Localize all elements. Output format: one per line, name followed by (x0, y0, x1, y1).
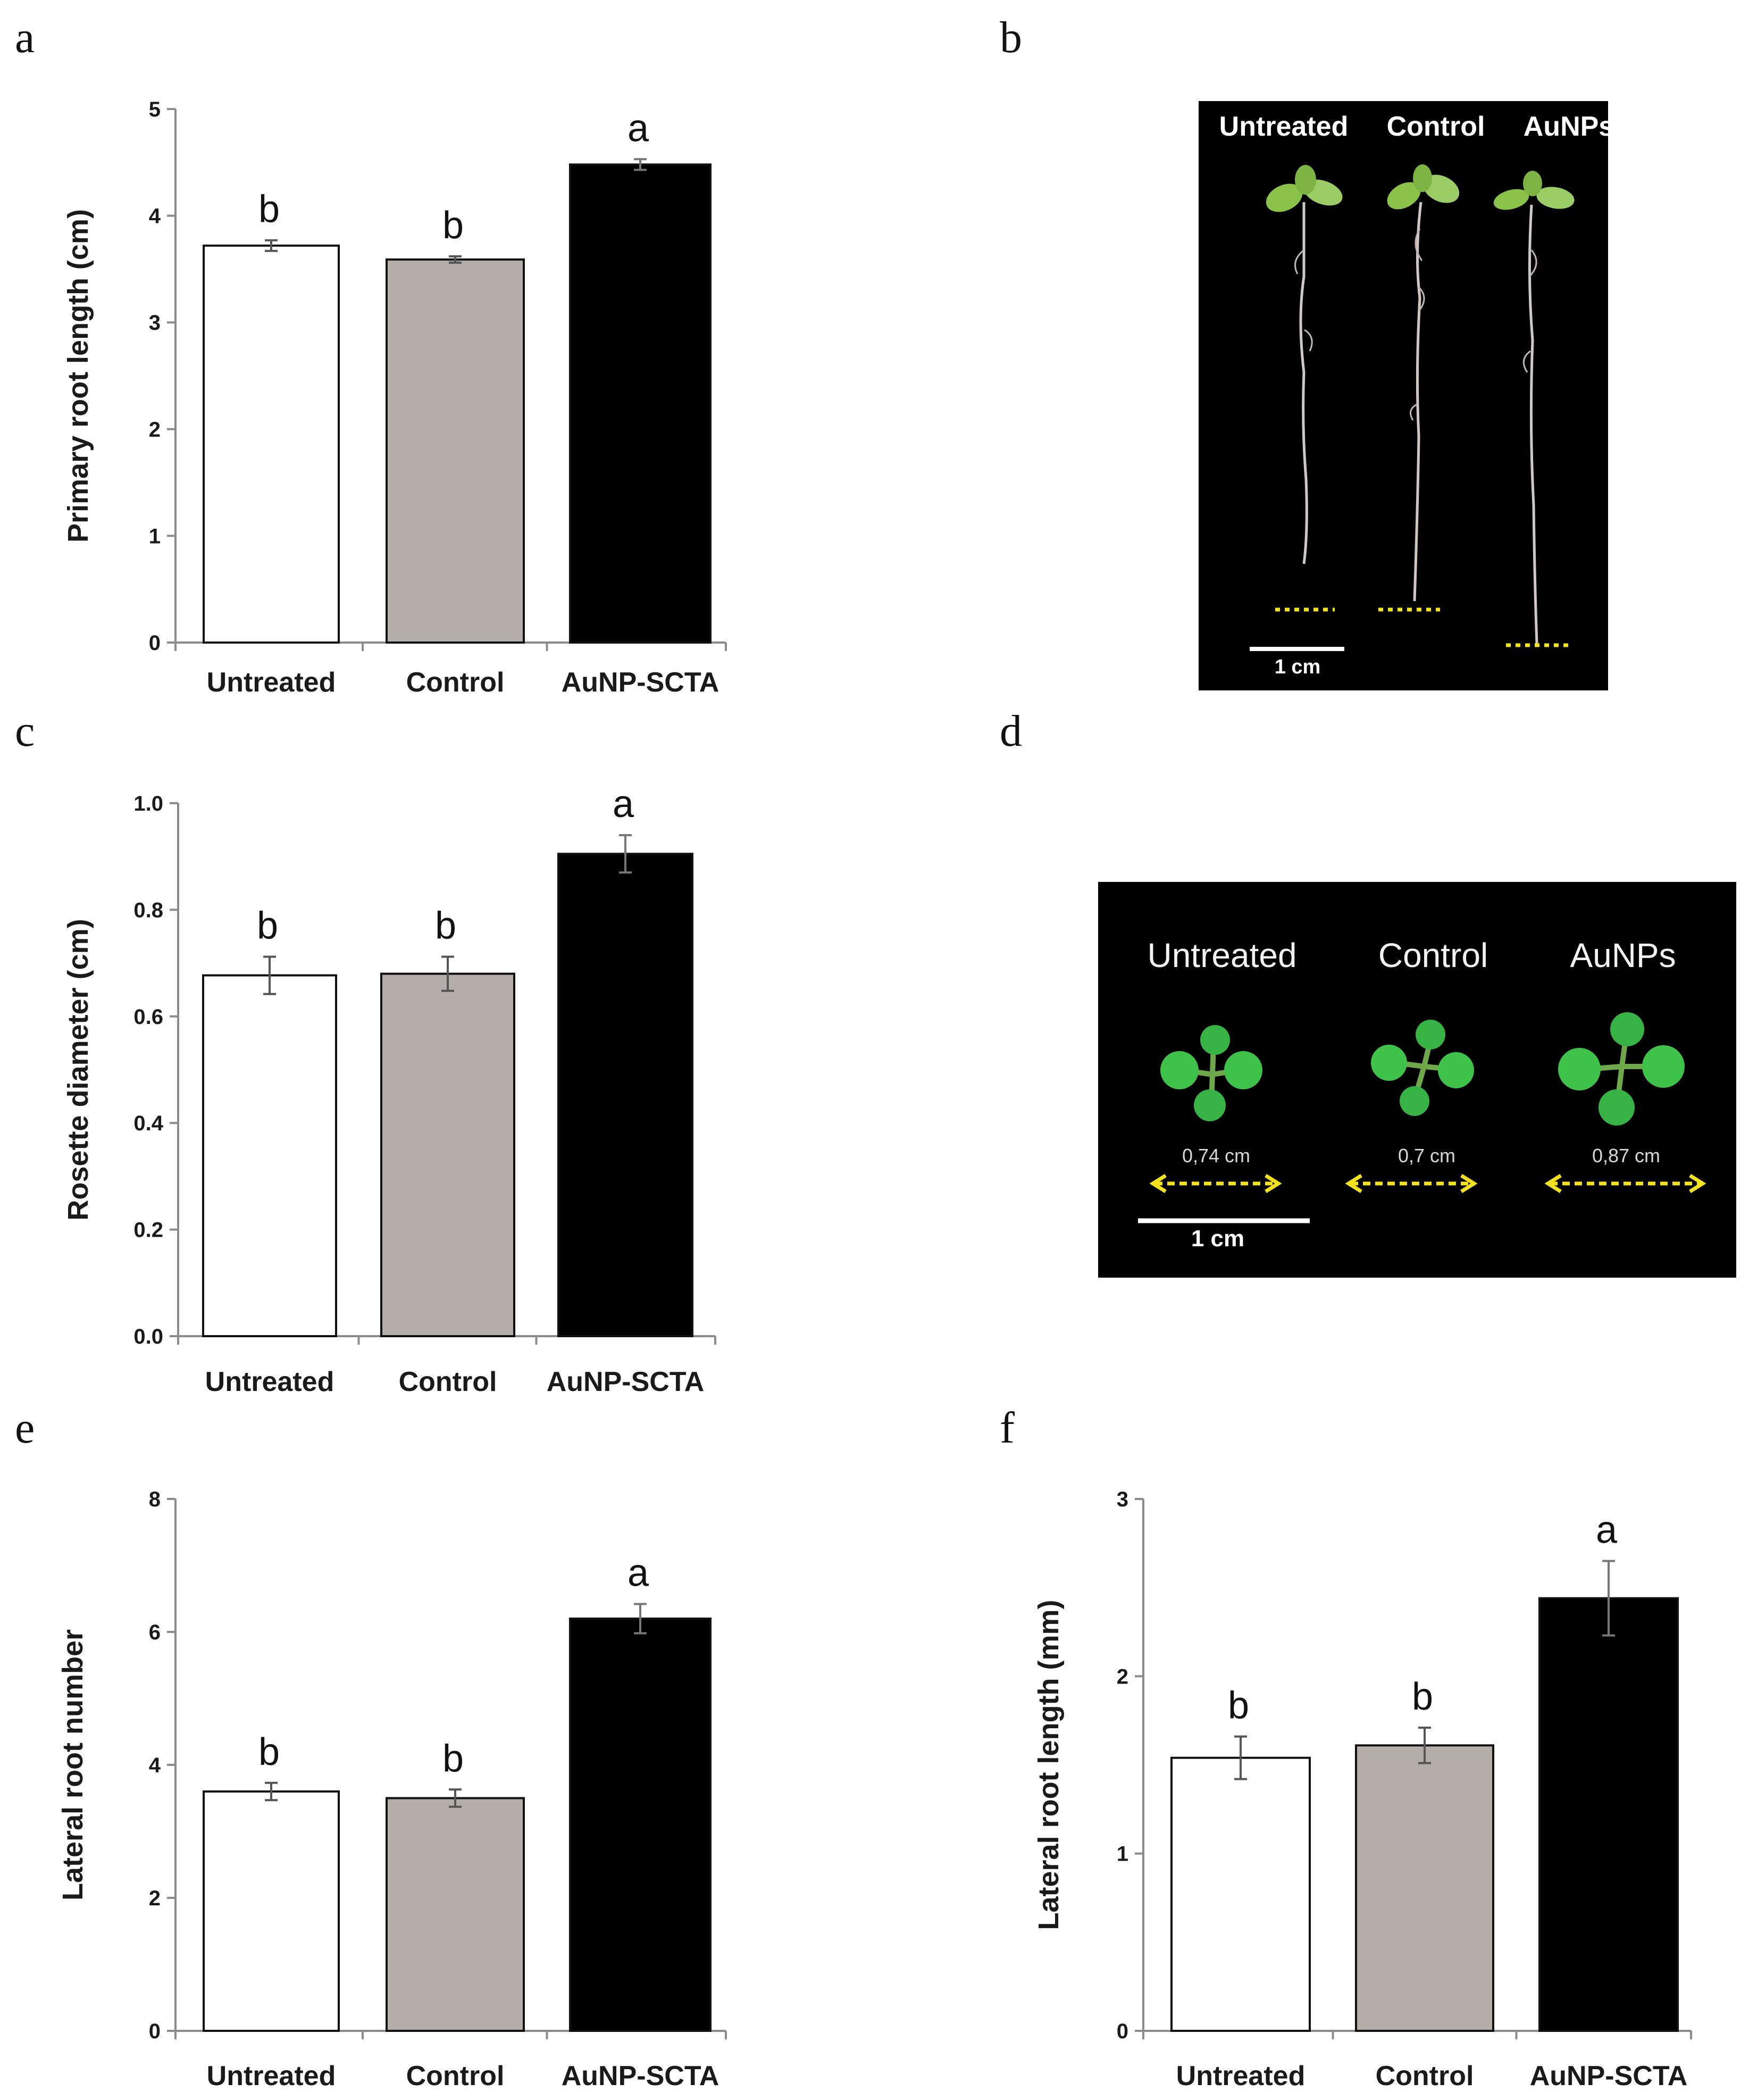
y-tick-label: 0.2 (133, 1219, 163, 1242)
measure-arrow-aunps (1544, 1174, 1706, 1193)
panel-letter-d: d (1000, 706, 1022, 756)
y-tick-label: 2 (149, 418, 161, 441)
significance-letter: b (442, 1737, 464, 1780)
panel-letter-c: c (15, 706, 35, 756)
panel-letter-f: f (1000, 1403, 1015, 1453)
y-tick-label: 4 (149, 205, 161, 228)
rosette-label-aunps: AuNPs (1570, 936, 1676, 974)
y-tick-label: 0.4 (133, 1112, 163, 1135)
scale-bar-label-b: 1 cm (1275, 656, 1321, 678)
scale-bar-label-d: 1 cm (1191, 1226, 1244, 1252)
seedling-photo: Untreated Control AuNPs (1199, 101, 1614, 690)
chart-lateral-root-length: 0 1 2 3 Lateral root length (mm) b Untreated b C… (1033, 1488, 1692, 2091)
category-label: Control (399, 1366, 497, 1397)
significance-letter: a (613, 783, 634, 826)
y-tick-label: 0 (1117, 2020, 1128, 2043)
y-axis-title: Lateral root length (mm) (1033, 1599, 1065, 1930)
bar-control (386, 258, 525, 644)
category-label: Untreated (1176, 2061, 1306, 2091)
seedling-label-aunps: AuNPs (1524, 111, 1614, 142)
bar-control (386, 1797, 525, 2032)
rosette-measure-untreated: 0,74 cm (1182, 1145, 1250, 1166)
panel-letter-a: a (15, 13, 35, 62)
rosette-label-untreated: Untreated (1147, 936, 1296, 974)
bar-control (380, 972, 515, 1337)
y-tick-label: 8 (149, 1488, 161, 1511)
category-label: Untreated (207, 2061, 336, 2091)
bar-aunp-scta (569, 163, 712, 644)
bar-untreated (1170, 1756, 1311, 2032)
significance-letter: b (1412, 1676, 1433, 1718)
y-tick-label: 5 (149, 98, 161, 121)
y-tick-label: 2 (1117, 1665, 1128, 1688)
y-tick-label: 0.6 (133, 1005, 163, 1029)
seedling-label-untreated: Untreated (1219, 111, 1349, 142)
panel-letter-e: e (15, 1403, 35, 1453)
bar-aunp-scta (1538, 1597, 1679, 2032)
rosette-measure-control: 0,7 cm (1398, 1145, 1455, 1166)
rosette-label-control: Control (1378, 936, 1488, 974)
y-tick-label: 4 (149, 1754, 161, 1777)
category-label: AuNP-SCTA (1530, 2061, 1688, 2091)
significance-letter: b (258, 188, 280, 231)
y-tick-label: 6 (149, 1621, 161, 1644)
y-tick-label: 0 (149, 2020, 161, 2043)
significance-letter: b (442, 204, 464, 247)
y-tick-label: 3 (1117, 1488, 1128, 1511)
measure-arrow-untreated (1149, 1174, 1282, 1193)
significance-letter: a (627, 107, 649, 149)
y-tick-label: 0.0 (133, 1325, 163, 1348)
significance-letter: b (258, 1731, 280, 1773)
seedling-aunps (1493, 171, 1575, 647)
y-tick-label: 2 (149, 1887, 161, 1910)
y-axis-title: Primary root length (cm) (62, 209, 94, 543)
measure-arrow-control (1345, 1174, 1478, 1193)
category-label: Untreated (205, 1366, 334, 1397)
bar-untreated (203, 1790, 340, 2032)
bar-aunp-scta (557, 853, 693, 1337)
chart-lateral-root-number: 0 2 4 6 8 Lateral root number b Untreated b Contr… (57, 1488, 727, 2091)
significance-letter: b (435, 905, 456, 947)
category-label: AuNP-SCTA (562, 2061, 719, 2091)
bar-untreated (203, 244, 340, 644)
y-tick-label: 0.8 (133, 898, 163, 922)
y-tick-label: 1.0 (133, 792, 163, 815)
chart-primary-root-length: 0 1 2 3 4 5 Primary root length (cm) b Untreated… (62, 98, 727, 698)
rosette-aunps (1558, 1012, 1685, 1126)
bar-aunp-scta (569, 1618, 712, 2032)
chart-rosette-diameter: 0.0 0.2 0.4 0.6 0.8 1.0 Rosette diameter (cm) b… (62, 783, 716, 1397)
significance-letter: b (1228, 1685, 1249, 1727)
y-axis-title: Rosette diameter (cm) (62, 919, 94, 1220)
rosette-measure-aunps: 0,87 cm (1592, 1145, 1660, 1166)
rosette-photo: Untreated Control AuNPs (1098, 882, 1736, 1278)
y-tick-label: 1 (1117, 1843, 1128, 1866)
seedling-untreated (1266, 165, 1343, 612)
y-axis-title: Lateral root number (57, 1629, 89, 1901)
category-label: Control (1376, 2061, 1474, 2091)
significance-letter: b (257, 905, 278, 947)
y-tick-label: 1 (149, 524, 161, 548)
bar-control (1355, 1744, 1494, 2032)
y-tick-label: 0 (149, 631, 161, 655)
significance-letter: a (1596, 1509, 1618, 1552)
category-label: Control (406, 667, 505, 698)
rosette-photo-background (1098, 882, 1736, 1278)
seedling-label-control: Control (1387, 111, 1485, 142)
category-label: AuNP-SCTA (562, 667, 719, 698)
category-label: AuNP-SCTA (547, 1366, 705, 1397)
y-tick-label: 3 (149, 311, 161, 335)
category-label: Control (406, 2061, 505, 2091)
seedling-control (1378, 164, 1460, 612)
bar-untreated (202, 974, 337, 1337)
significance-letter: a (627, 1552, 649, 1595)
rosette-control (1371, 1020, 1474, 1116)
panel-letter-b: b (1000, 13, 1022, 62)
category-label: Untreated (207, 667, 336, 698)
rosette-untreated (1160, 1025, 1262, 1121)
